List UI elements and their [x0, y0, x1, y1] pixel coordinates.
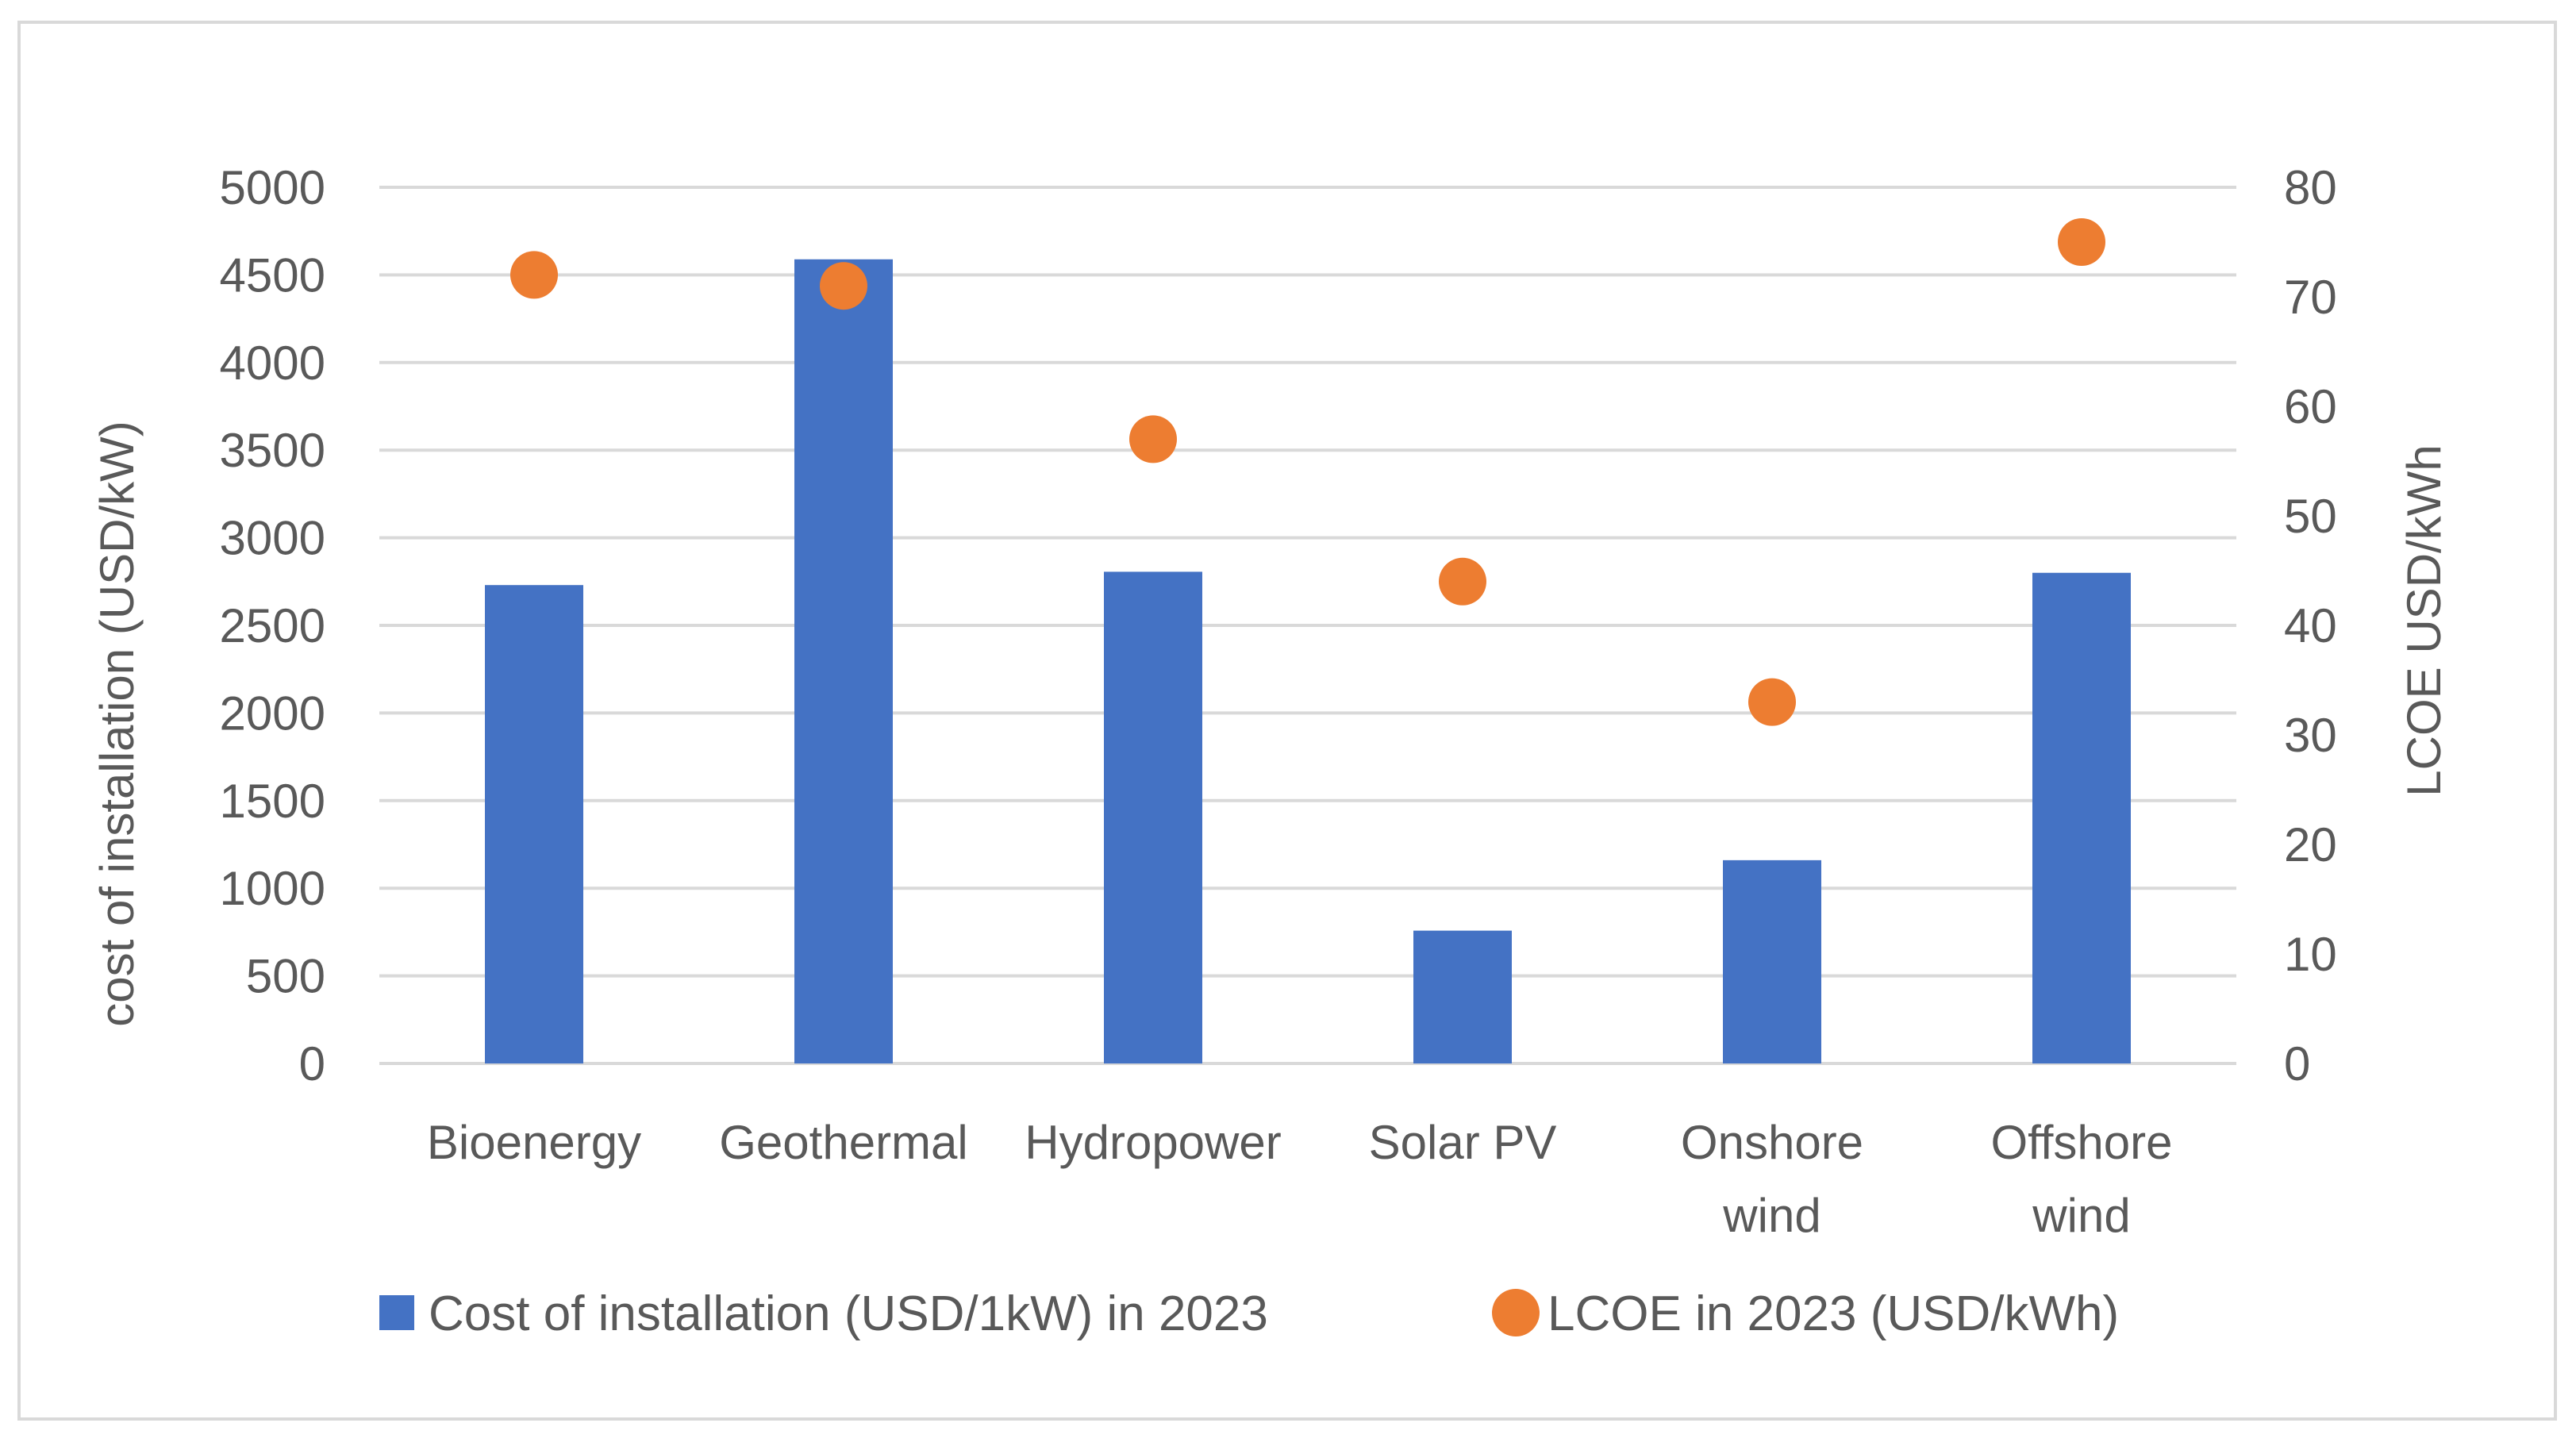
y2-tick-label: 20	[2284, 818, 2337, 871]
scatter-point	[2058, 218, 2105, 266]
y-tick-label: 2000	[220, 686, 325, 740]
y-tick-label: 4000	[220, 337, 325, 390]
x-tick-label: Geothermal	[719, 1116, 967, 1169]
y2-tick-label: 50	[2284, 490, 2337, 543]
bar	[794, 259, 893, 1064]
y-tick-label: 1500	[220, 775, 325, 828]
y-tick-label: 500	[246, 950, 325, 1003]
bar	[2032, 572, 2131, 1063]
y-tick-label: 1000	[220, 862, 325, 915]
y2-tick-label: 0	[2284, 1037, 2310, 1090]
scatter-point	[510, 251, 558, 299]
y-tick-label: 3500	[220, 424, 325, 477]
y2-tick-label: 70	[2284, 271, 2337, 324]
bar	[1104, 571, 1202, 1063]
y2-tick-label: 30	[2284, 709, 2337, 762]
y2-tick-label: 60	[2284, 380, 2337, 433]
legend-label-bar: Cost of installation (USD/1kW) in 2023	[429, 1286, 1268, 1341]
y-tick-label: 0	[299, 1037, 325, 1090]
y2-tick-label: 10	[2284, 928, 2337, 981]
y2-tick-label: 40	[2284, 599, 2337, 652]
bar-series	[485, 259, 2131, 1064]
legend: Cost of installation (USD/1kW) in 2023 LC…	[379, 1286, 2119, 1341]
y2-tick-label: 80	[2284, 161, 2337, 214]
y-axis-title: cost of installation (USD/kW)	[90, 421, 144, 1027]
x-tick-label: Offshore wind	[1990, 1116, 2172, 1242]
legend-swatch-scatter	[1492, 1289, 1540, 1336]
y2-axis-title: LCOE USD/kWh	[2397, 444, 2451, 796]
y-tick-label: 5000	[220, 161, 325, 214]
legend-label-scatter: LCOE in 2023 (USD/kWh)	[1548, 1286, 2119, 1341]
scatter-point	[1129, 415, 1177, 463]
x-tick-label: Onshore wind	[1681, 1116, 1863, 1242]
y-tick-label: 2500	[220, 599, 325, 652]
x-tick-label: Hydropower	[1025, 1116, 1281, 1169]
legend-swatch-bar	[379, 1295, 414, 1330]
scatter-series	[510, 218, 2105, 726]
axis-ticks: 0500100015002000250030003500400045005000…	[220, 161, 2337, 1242]
bar	[1413, 930, 1512, 1063]
bar	[485, 585, 583, 1063]
y-tick-label: 3000	[220, 512, 325, 565]
scatter-point	[1748, 678, 1796, 726]
chart-frame	[17, 21, 2557, 1421]
scatter-point	[1439, 557, 1486, 606]
gridlines	[379, 186, 2236, 1065]
bar	[1723, 860, 1821, 1063]
x-tick-label: Solar PV	[1369, 1116, 1557, 1169]
scatter-point	[820, 262, 867, 310]
y-tick-label: 4500	[220, 248, 325, 302]
x-tick-label: Bioenergy	[427, 1116, 641, 1169]
